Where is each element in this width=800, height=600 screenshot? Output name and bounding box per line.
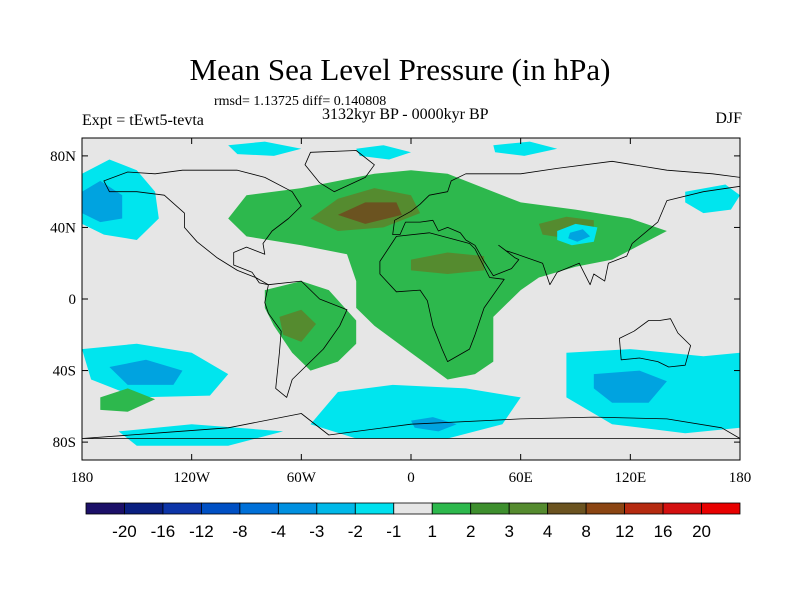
axis-ticks: 180 120W 60W 0 60E 120E 180 80N 40N 0 40S 80S [50,138,751,486]
colorbar-label: 4 [543,522,552,541]
colorbar-swatch [585,502,625,515]
x-tick-label: 180 [71,470,94,486]
colorbar-label: -4 [271,522,286,541]
region-south-america-high-core [279,309,316,342]
colorbar-label: 16 [654,522,673,541]
colorbar-swatch [547,502,587,515]
region-pacific-low-north-core [82,180,123,223]
colorbar-label: 20 [692,522,711,541]
colorbar-swatch [85,502,125,515]
colorbar-label: -8 [232,522,247,541]
y-tick-label: 80N [50,149,76,165]
season-label: DJF [715,110,742,127]
colorbar-swatch [431,502,472,515]
region-north-atlantic-high-inner [337,202,402,224]
region-arctic-low-2 [356,145,411,160]
region-south-pacific-low-core [109,359,183,385]
region-arctic-low-1 [228,141,302,156]
map-title: Mean Sea Level Pressure (in hPa) [189,52,611,87]
y-tick-label: 40S [53,364,76,380]
y-tick-label: 40N [50,220,76,236]
coastline-greenland [304,150,375,193]
colorbar-swatch [316,502,356,515]
x-tick-label: 120E [614,470,646,486]
colorbar-swatch [239,502,279,515]
pressure-anomaly-layer [82,141,740,446]
colorbar-swatch [662,502,702,515]
region-antarctic-fringe [118,424,284,446]
region-tibet-low-core [568,229,591,242]
colorbar-label: -12 [189,522,214,541]
x-tick-label: 120W [173,470,211,486]
colorbar-swatch [162,502,202,515]
colorbar-swatch [508,502,549,515]
period-label: 3132kyr BP - 0000kyr BP [322,106,489,123]
colorbar-swatch [124,502,164,515]
colorbar-swatch [470,502,510,515]
colorbar-swatch [201,502,241,515]
y-tick-label: 0 [69,292,77,308]
colorbar-label: -1 [386,522,401,541]
x-tick-label: 60W [287,470,317,486]
region-arctic-low-3 [493,141,558,156]
x-tick-label: 180 [729,470,752,486]
stats-label: rmsd= 1.13725 diff= 0.140808 [214,94,387,109]
coastline-antarctica [82,413,740,439]
x-tick-label: 60E [509,470,533,486]
colorbar-label: 12 [615,522,634,541]
coastline-australia [619,318,691,368]
colorbar-swatch [701,502,741,515]
colorbar-label: 8 [581,522,590,541]
coastline-north-america [103,169,302,286]
colorbar-swatch [354,502,395,515]
colorbar-label: -3 [309,522,324,541]
colorbar-label: 1 [428,522,437,541]
colorbar-swatch [277,502,318,515]
region-antarctic-low [310,384,521,439]
coastline-africa [379,232,505,363]
region-north-pacific-east-low [685,184,740,214]
region-indian-southern-low-core [593,370,667,403]
colorbar-swatch [393,502,433,515]
region-africa-high-core [411,252,485,274]
colorbar-label: 2 [466,522,475,541]
colorbar-swatch [624,502,664,515]
experiment-label: Expt = tEwt5-tevta [82,112,204,129]
colorbar-label: 3 [504,522,513,541]
coastline-south-america [264,280,348,398]
colorbar-label: -2 [348,522,363,541]
coastline-layer [82,150,740,439]
region-south-pacific-high [100,388,156,412]
region-antarctic-low-core [411,417,457,432]
y-tick-label: 80S [53,435,76,451]
colorbar: -20 -16 -12 -8 -4 -3 -2 -1 1 2 3 4 8 12 16 20 [85,502,741,541]
colorbar-label: -20 [112,522,137,541]
x-tick-label: 0 [407,470,415,486]
colorbar-label: -16 [151,522,176,541]
coastline-eurasia [392,160,740,286]
